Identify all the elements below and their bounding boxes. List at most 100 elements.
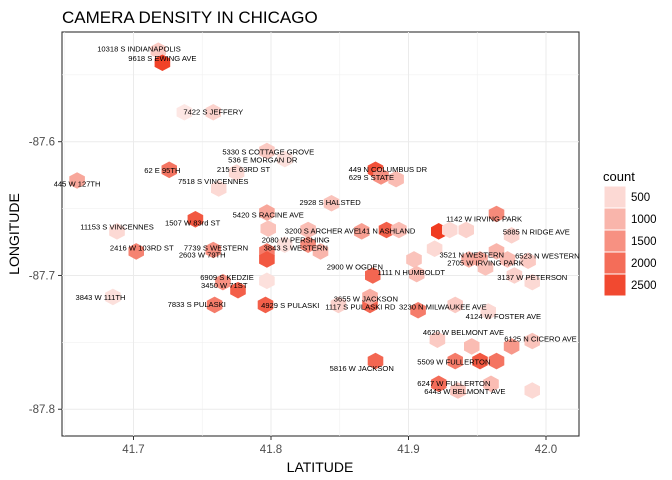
address-label-22: 3843 S WESTERN [264, 244, 328, 253]
y-tick-label-2: -87.8 [29, 404, 55, 416]
hex-bin-13 [323, 195, 340, 212]
address-label-32: 3843 W 111TH [76, 293, 126, 302]
address-label-4: 536 E MORGAN DR [228, 155, 298, 164]
address-label-27: 2900 W OGDEN [327, 262, 383, 271]
address-label-1: 9618 S EWING AVE [128, 54, 196, 63]
hex-bin-44 [506, 267, 523, 284]
hex-bin-3 [205, 104, 221, 121]
hex-bin-40 [520, 252, 536, 269]
hex-bin-26 [503, 227, 520, 244]
address-label-29: 3137 W PETERSON [497, 273, 567, 282]
address-label-42: 5816 W JACKSON [330, 364, 394, 373]
hex-bin-12 [388, 170, 404, 188]
legend-label-0: 500 [631, 192, 650, 204]
address-label-31: 3450 W 71ST [201, 281, 248, 290]
address-label-19: 2080 W PERSHING [262, 236, 330, 245]
hex-bin-23 [442, 221, 458, 239]
hex-bin-20 [378, 221, 395, 239]
plot-panel [61, 31, 580, 437]
hex-bin-34 [406, 251, 422, 268]
address-label-44: 6443 W BELMONT AVE [424, 387, 505, 396]
address-label-11: 2928 S HALSTED [300, 198, 362, 207]
hex-bin-31 [300, 236, 316, 253]
address-label-40: 6125 N CICERO AVE [504, 335, 576, 344]
hex-bin-8 [211, 180, 227, 197]
hex-bin-11 [373, 168, 389, 185]
hex-bin-51 [257, 296, 274, 314]
address-label-13: 1507 W 83rd ST [165, 218, 221, 227]
address-label-5: 215 E 63RD ST [217, 165, 271, 174]
hex-bin-59 [464, 338, 480, 355]
hex-bin-58 [429, 331, 446, 348]
chart-title: CAMERA DENSITY IN CHICAGO [62, 8, 318, 27]
address-label-20: 2416 W 103RD ST [110, 244, 174, 253]
hex-bin-61 [524, 332, 540, 350]
hex-bin-68 [483, 375, 499, 393]
legend-key-0 [603, 185, 627, 209]
hex-bin-55 [410, 302, 426, 319]
hex-bin-60 [503, 338, 520, 355]
x-tick-label-3: 42.0 [535, 444, 557, 456]
address-label-35: 3655 W JACKSON [334, 295, 398, 304]
hex-bin-54 [362, 288, 378, 306]
address-label-16: 141 N ASHLAND [358, 226, 416, 235]
hex-bin-56 [447, 296, 463, 314]
address-label-18: 5885 N RIDGE AVE [503, 228, 570, 237]
address-label-41: 5509 W FULLERTON [417, 357, 490, 366]
address-label-9: 449 N COLUMBUS DR [349, 165, 428, 174]
x-axis-title: LATITUDE [287, 459, 354, 475]
address-label-23: 2603 W 79TH [179, 250, 226, 259]
hex-bin-4 [259, 142, 275, 160]
address-label-24: 3521 N WESTERN [439, 250, 504, 259]
hex-bin-39 [499, 251, 516, 268]
x-tick-label-1: 41.8 [260, 444, 282, 456]
x-axis-ticks: 41.7 41.8 41.9 42.0 [122, 436, 557, 456]
legend-key-3 [603, 251, 627, 275]
address-label-37: 3230 N MILWAUKEE AVE [399, 303, 487, 312]
hex-bin-45 [524, 273, 540, 291]
hex-bin-42 [409, 265, 425, 283]
address-label-7: 7518 S VINCENNES [178, 177, 248, 186]
hex-bin-69 [524, 382, 540, 399]
address-label-0: 10318 S INDIANAPOLIS [97, 44, 181, 53]
address-label-21: 7739 S WESTERN [184, 244, 248, 253]
hex-bin-41 [365, 267, 381, 284]
y-axis-title: LONGITUDE [6, 193, 22, 275]
hex-bin-64 [472, 352, 488, 370]
x-tick-label-2: 41.9 [397, 444, 419, 456]
legend-title: count [603, 169, 635, 184]
hex-bin-30 [277, 236, 293, 253]
hex-bin-46 [215, 273, 231, 291]
legend-label-1: 1000 [631, 214, 657, 226]
y-tick-label-1: -87.7 [29, 270, 55, 282]
address-label-2: 7422 S JEFFERY [183, 107, 243, 116]
address-label-26: 2705 W IRVING PARK [447, 258, 524, 267]
hex-bin-47 [259, 272, 275, 290]
hex-layer [69, 42, 540, 399]
address-label-39: 4620 W BELMONT AVE [423, 328, 504, 337]
legend: count 500 1000 1500 2000 2500 [603, 169, 657, 297]
hex-bin-16 [109, 223, 125, 240]
legend-label-4: 2500 [631, 280, 657, 292]
hex-bin-15 [187, 211, 204, 228]
hex-bin-19 [354, 223, 370, 240]
hex-bin-14 [259, 204, 275, 221]
address-label-28: 1111 N HUMBOLDT [377, 268, 445, 277]
hex-bin-18 [300, 221, 316, 239]
hex-bin-63 [447, 352, 463, 370]
legend-key-2 [603, 229, 627, 253]
hex-bin-17 [260, 220, 276, 237]
address-label-33: 7833 S PULASKI [168, 300, 226, 309]
hex-bin-27 [128, 243, 144, 260]
address-label-14: 11153 S VINCENNES [80, 222, 154, 231]
hex-bin-21 [391, 221, 407, 239]
hex-bin-67 [450, 382, 466, 399]
legend-label-2: 1500 [631, 236, 657, 248]
legend-keys: 500 1000 1500 2000 2500 [603, 185, 657, 297]
address-label-12: 5420 S RACINE AVE [233, 210, 304, 219]
hex-bin-9 [69, 172, 85, 189]
address-label-43: 6247 W FULLERTON [417, 379, 490, 388]
legend-key-1 [603, 207, 627, 231]
